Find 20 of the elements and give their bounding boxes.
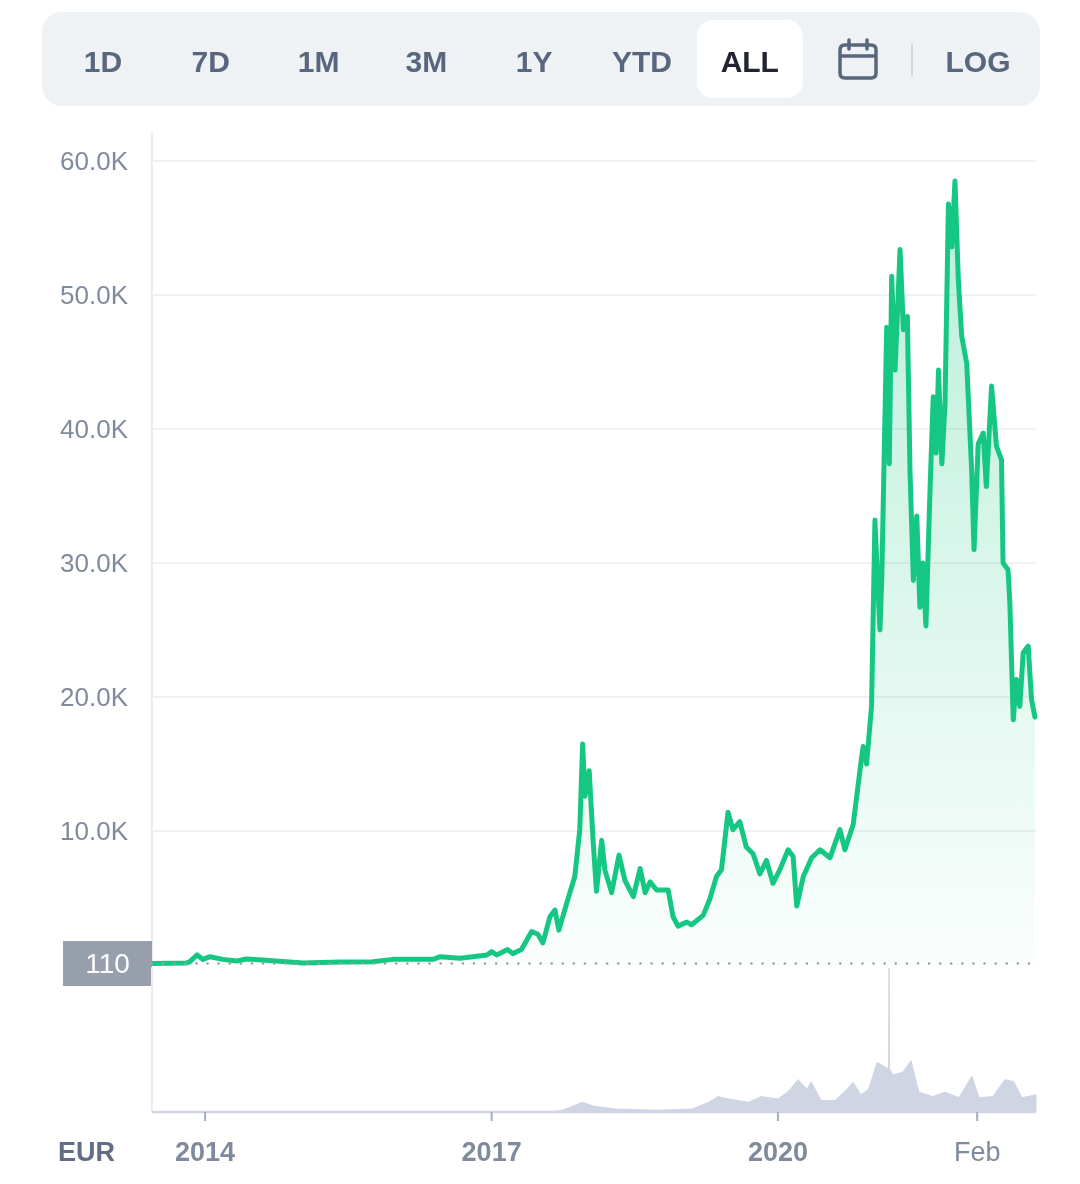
y-tick-label: 40.0K xyxy=(60,414,129,444)
text: 1D xyxy=(83,44,123,78)
y-axis-title: EUR xyxy=(58,1137,116,1167)
ref-line-label: 110 xyxy=(85,948,130,980)
text: LOG xyxy=(945,44,1011,78)
text: 3M xyxy=(405,44,448,78)
y-tick-label: 50.0K xyxy=(60,280,129,310)
x-tick-label: 2014 xyxy=(175,1137,236,1167)
x-tick-label: 2020 xyxy=(747,1137,808,1167)
y-tick-label: 30.0K xyxy=(60,548,129,578)
y-tick-label: 20.0K xyxy=(60,682,129,712)
text: 1Y xyxy=(515,44,553,78)
y-tick-label: 60.0K xyxy=(60,146,129,176)
x-tick-label: 2017 xyxy=(461,1137,522,1167)
x-tick-label: Feb xyxy=(953,1137,1001,1167)
text: 1M xyxy=(297,44,340,78)
y-tick-label: 10.0K xyxy=(60,816,129,846)
text: YTD xyxy=(612,44,672,78)
text: 7D xyxy=(191,44,230,78)
text: ALL xyxy=(720,44,779,78)
